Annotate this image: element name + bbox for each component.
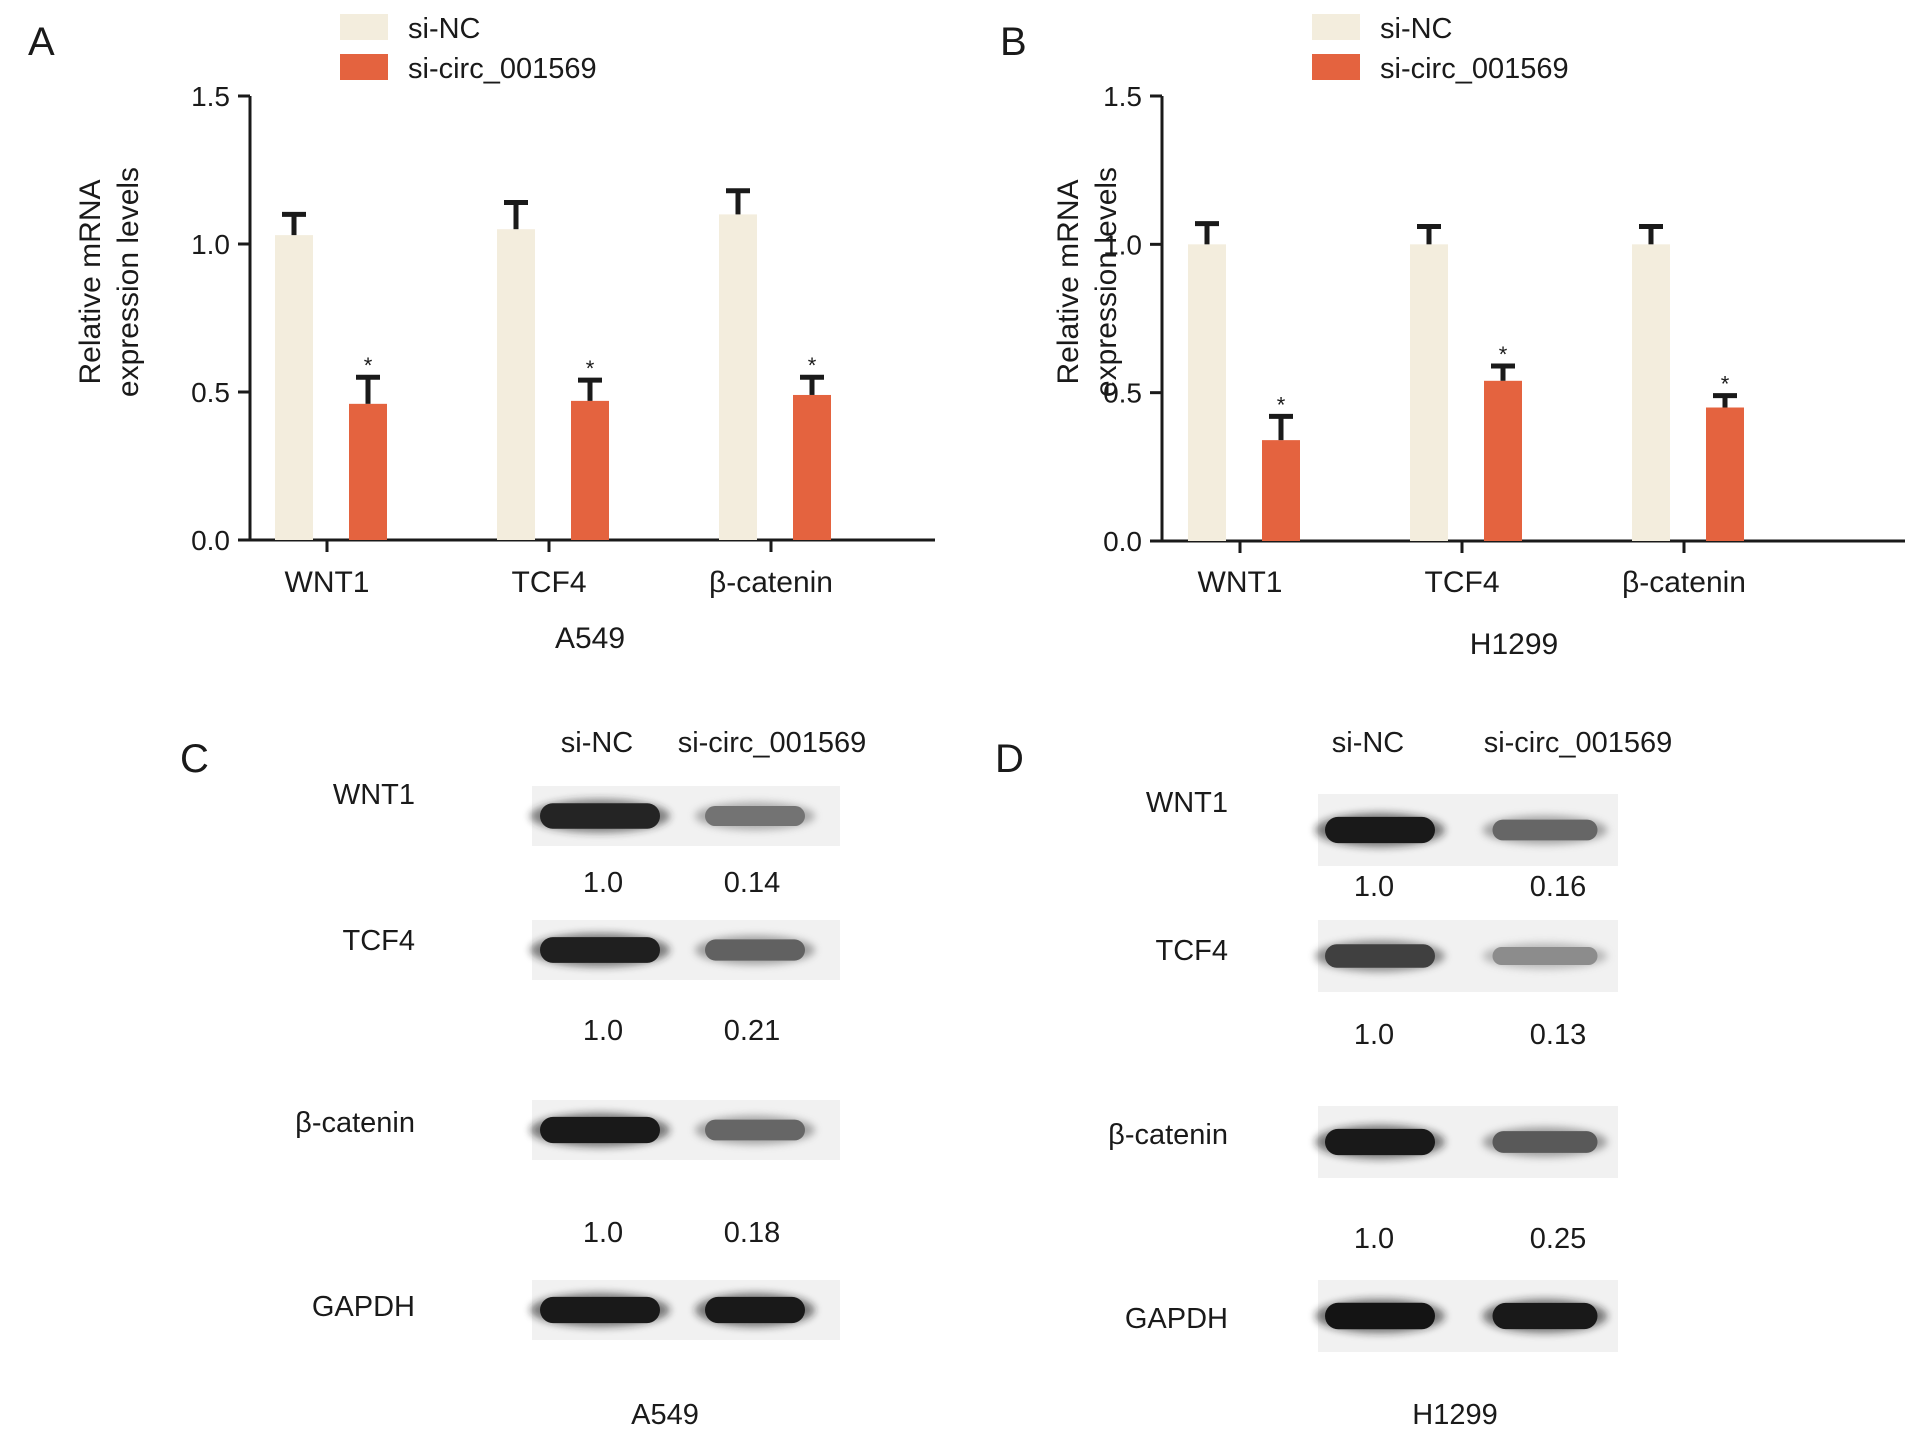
legend-swatch-1 xyxy=(340,54,388,80)
blot-band xyxy=(1492,819,1598,841)
band-quantification: 1.0 xyxy=(583,867,623,899)
band-quantification: 1.0 xyxy=(1354,1223,1394,1255)
y-axis-label-line: expression levels xyxy=(1090,167,1123,397)
lane-label: si-circ_001569 xyxy=(1484,727,1673,759)
bar-si-nc xyxy=(275,235,313,540)
bar-si-circ xyxy=(571,400,609,540)
bar-si-circ xyxy=(793,394,831,540)
category-label: WNT1 xyxy=(1198,566,1283,599)
blot-row-label: β-catenin xyxy=(295,1107,415,1139)
significance-mark: * xyxy=(1721,372,1730,397)
blot-band xyxy=(705,1296,805,1324)
bar-si-nc xyxy=(1632,244,1670,542)
band-quantification: 0.16 xyxy=(1530,871,1586,903)
y-tick-label: 1.5 xyxy=(191,81,230,112)
blot-row-label: TCF4 xyxy=(343,925,416,957)
blot-row-label: TCF4 xyxy=(1156,935,1229,967)
band-quantification: 0.21 xyxy=(724,1015,780,1047)
y-tick-label: 0.0 xyxy=(1103,526,1142,557)
panel-letter: B xyxy=(1000,20,1027,64)
bar-si-nc xyxy=(1410,244,1448,542)
legend-label-0: si-NC xyxy=(1380,13,1453,45)
legend-swatch-0 xyxy=(1312,14,1360,40)
bar-si-circ xyxy=(1484,380,1522,541)
blot-row-label: β-catenin xyxy=(1108,1119,1228,1151)
significance-mark: * xyxy=(1277,392,1286,417)
blot-row-label: GAPDH xyxy=(312,1291,415,1323)
cell-line-label: H1299 xyxy=(1412,1399,1497,1431)
blot-band xyxy=(1492,1131,1598,1153)
significance-mark: * xyxy=(364,353,373,378)
bar-si-nc xyxy=(1188,244,1226,542)
blot-band xyxy=(1492,946,1598,966)
blot-row-label: WNT1 xyxy=(333,779,415,811)
bar-si-circ xyxy=(1262,440,1300,541)
cell-line-label: A549 xyxy=(631,1399,699,1431)
y-tick-label: 0.5 xyxy=(1103,378,1142,409)
bar-si-nc xyxy=(497,229,535,540)
y-axis-label-line: expression levels xyxy=(112,167,145,397)
lane-label: si-NC xyxy=(561,727,634,759)
bar-si-circ xyxy=(349,403,387,540)
blot-band xyxy=(1325,816,1435,844)
lane-label: si-NC xyxy=(1332,727,1405,759)
y-axis-label: Relative mRNA expression levels xyxy=(1052,167,1123,397)
y-tick-label: 1.5 xyxy=(1103,81,1142,112)
blot-band xyxy=(705,1119,805,1141)
y-tick-label: 0.5 xyxy=(191,377,230,408)
y-axis-label: Relative mRNA expression levels xyxy=(74,167,145,397)
significance-mark: * xyxy=(586,356,595,381)
panel-letter: A xyxy=(28,20,55,64)
category-label: WNT1 xyxy=(285,566,370,599)
blot-band xyxy=(540,803,660,829)
lane-label: si-circ_001569 xyxy=(678,727,867,759)
band-quantification: 0.14 xyxy=(724,867,780,899)
blot-band xyxy=(705,806,805,826)
panel-letter: D xyxy=(995,737,1024,781)
blot-band xyxy=(1325,1302,1435,1330)
x-axis-label: A549 xyxy=(555,622,625,655)
y-tick-label: 1.0 xyxy=(191,229,230,260)
category-label: β-catenin xyxy=(1622,566,1746,599)
x-axis-label: H1299 xyxy=(1470,628,1558,661)
blot-band xyxy=(540,1116,660,1144)
blot-band xyxy=(540,937,660,963)
y-tick-label: 0.0 xyxy=(191,525,230,556)
category-label: TCF4 xyxy=(512,566,587,599)
legend-label-1: si-circ_001569 xyxy=(1380,53,1569,85)
band-quantification: 1.0 xyxy=(1354,1019,1394,1051)
y-tick-label: 1.0 xyxy=(1103,229,1142,260)
bar-si-nc xyxy=(719,214,757,540)
significance-mark: * xyxy=(808,353,817,378)
blot-band xyxy=(1492,1302,1598,1330)
blot-band xyxy=(1325,1128,1435,1156)
blot-row-label: GAPDH xyxy=(1125,1303,1228,1335)
significance-mark: * xyxy=(1499,342,1508,367)
band-quantification: 0.18 xyxy=(724,1217,780,1249)
legend-label-1: si-circ_001569 xyxy=(408,53,597,85)
category-label: β-catenin xyxy=(709,566,833,599)
blot-band xyxy=(705,939,805,961)
legend-label-0: si-NC xyxy=(408,13,481,45)
band-quantification: 0.25 xyxy=(1530,1223,1586,1255)
band-quantification: 1.0 xyxy=(583,1015,623,1047)
band-quantification: 0.13 xyxy=(1530,1019,1586,1051)
legend-swatch-1 xyxy=(1312,54,1360,80)
band-quantification: 1.0 xyxy=(1354,871,1394,903)
category-label: TCF4 xyxy=(1425,566,1500,599)
bar-si-circ xyxy=(1706,407,1744,541)
y-axis-label-line: Relative mRNA xyxy=(1052,179,1085,384)
panel-letter: C xyxy=(180,737,209,781)
blot-row-label: WNT1 xyxy=(1146,787,1228,819)
band-quantification: 1.0 xyxy=(583,1217,623,1249)
blot-band xyxy=(1325,944,1435,968)
blot-band xyxy=(540,1296,660,1324)
y-axis-label-line: Relative mRNA xyxy=(74,179,107,384)
legend-swatch-0 xyxy=(340,14,388,40)
